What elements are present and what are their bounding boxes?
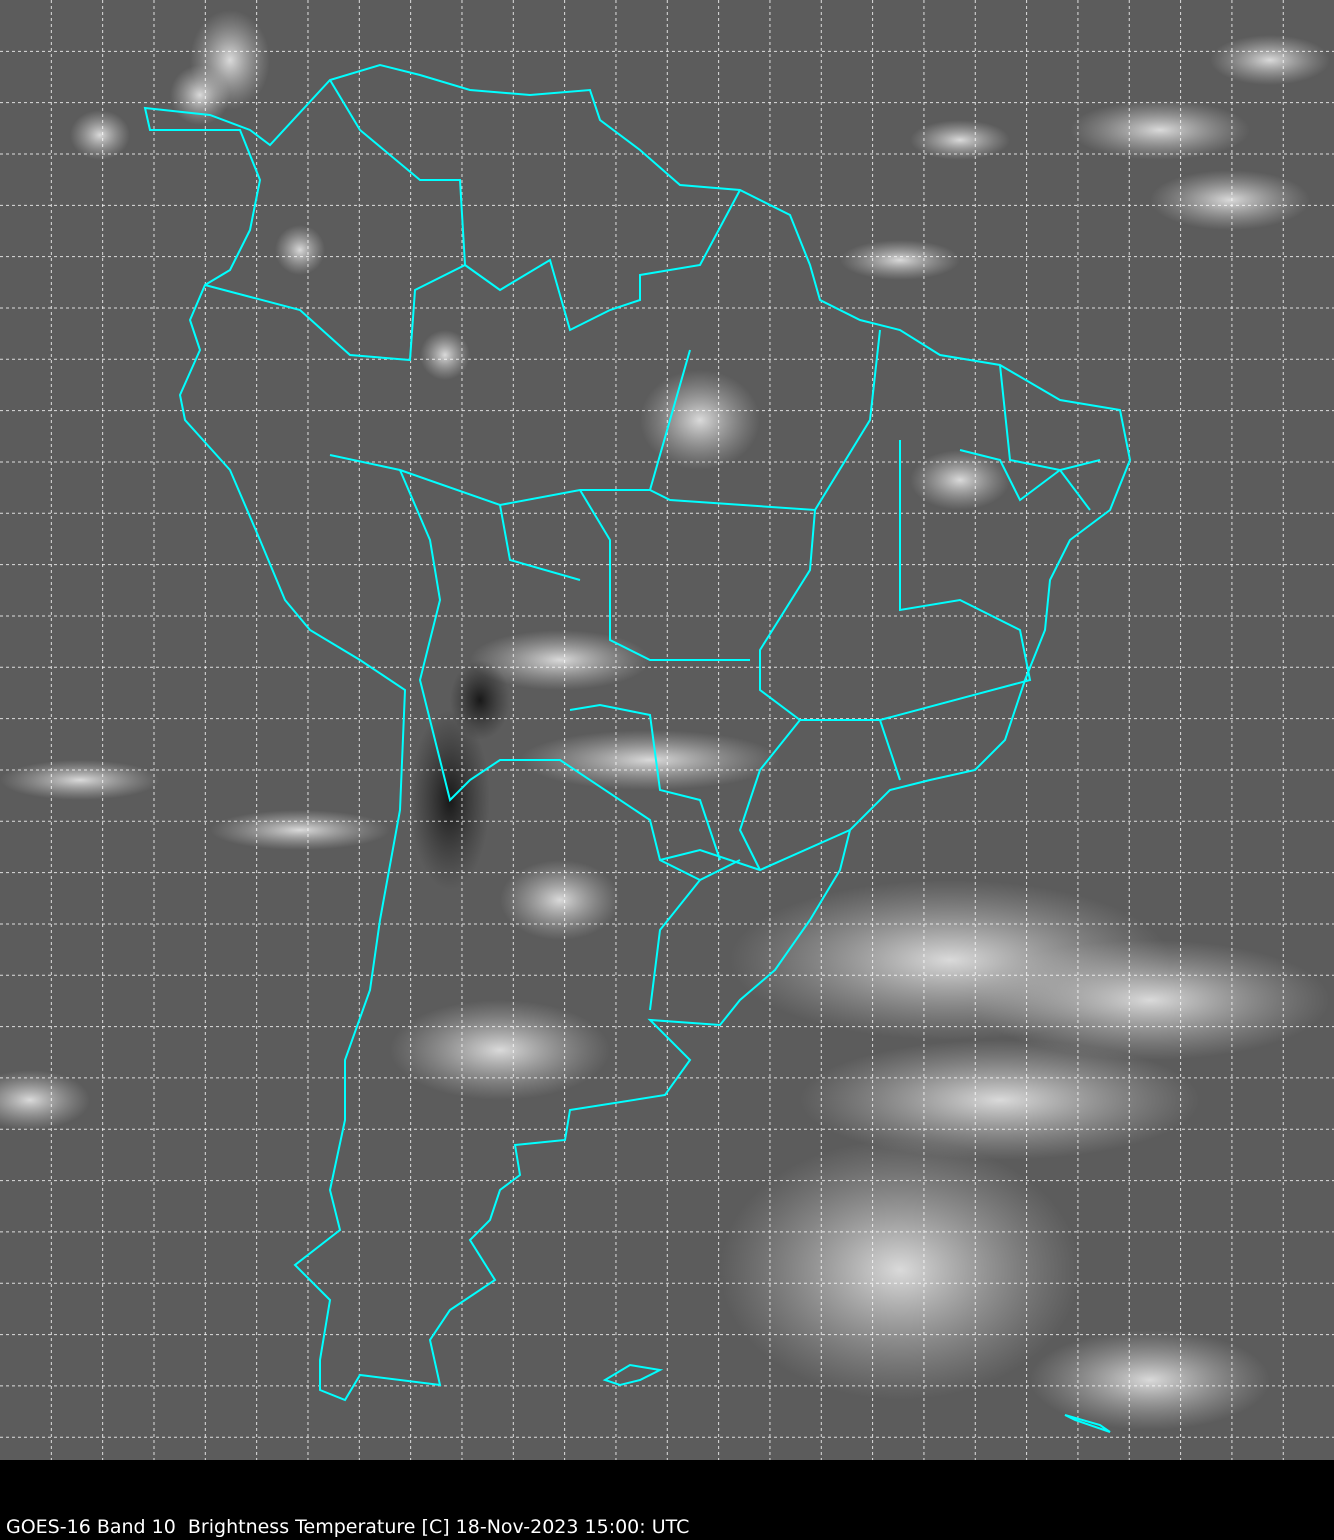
- cloud: [1030, 1330, 1270, 1430]
- border-line: [738, 719, 801, 871]
- cloud: [170, 65, 230, 125]
- cloud: [840, 240, 960, 280]
- cloud: [800, 1040, 1200, 1160]
- border-line: [579, 489, 750, 661]
- border-line: [569, 703, 721, 861]
- cloud: [1210, 35, 1330, 85]
- graticule-grid: [0, 0, 1334, 1460]
- cold-dry-region: [450, 660, 510, 740]
- south-georgia-outline: [1064, 1414, 1111, 1433]
- cloud: [470, 630, 650, 690]
- border-line: [499, 504, 581, 581]
- cloud: [420, 330, 470, 380]
- border-line: [464, 189, 741, 332]
- border-line: [204, 79, 467, 362]
- south-america-coastline: [143, 63, 1132, 1402]
- cloud: [910, 450, 1010, 510]
- border-line: [329, 349, 691, 507]
- cloud: [390, 1000, 610, 1100]
- country-borders: [143, 63, 1132, 1433]
- border-line: [879, 440, 1032, 721]
- cloud: [640, 370, 760, 470]
- image-caption: GOES-16 Band 10 Brightness Temperature […: [6, 1516, 690, 1538]
- cloud: [210, 810, 390, 850]
- cloud: [500, 860, 620, 940]
- border-line: [959, 449, 1101, 502]
- border-line: [659, 829, 851, 872]
- falkland-islands-outline: [602, 1363, 664, 1387]
- cloud: [520, 730, 780, 790]
- border-line: [649, 879, 701, 1011]
- cloud: [720, 1140, 1080, 1400]
- cloud: [0, 1070, 90, 1130]
- cloud: [0, 760, 160, 800]
- cloud: [1150, 170, 1310, 230]
- satellite-map: [0, 0, 1334, 1460]
- cloud: [70, 110, 130, 160]
- cloud: [275, 225, 325, 275]
- border-line: [999, 364, 1091, 511]
- cloud: [970, 940, 1330, 1060]
- cloud: [1070, 100, 1250, 160]
- cloud: [910, 120, 1010, 160]
